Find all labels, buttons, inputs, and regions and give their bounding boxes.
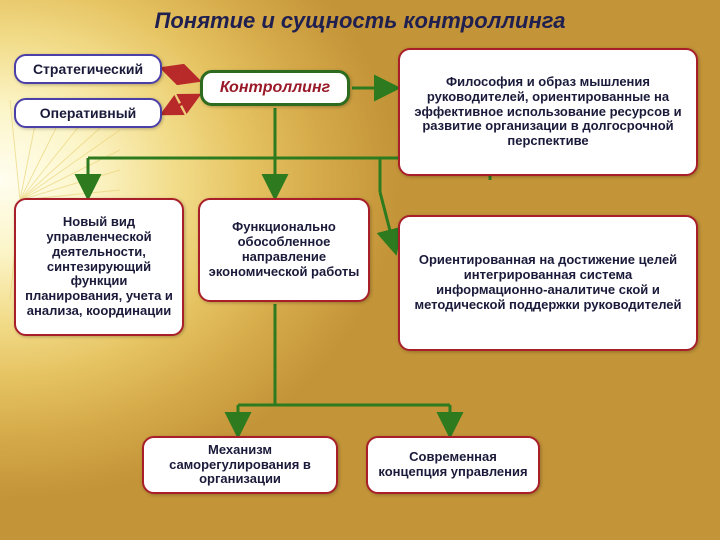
node-philosophy: Философия и образ мышления руководителей… <box>398 48 698 176</box>
diagram-title: Понятие и сущность контроллинга <box>0 8 720 34</box>
node-operative: Оперативный <box>14 98 162 128</box>
node-oriented: Ориентированная на достижение целей инте… <box>398 215 698 351</box>
node-controlling: Контроллинг <box>200 70 350 106</box>
node-newview: Новый вид управленческой деятельности, с… <box>14 198 184 336</box>
node-functional: Функционально обособленное направление э… <box>198 198 370 302</box>
node-mechanism: Механизм саморегулирования в организации <box>142 436 338 494</box>
node-strategic: Стратегический <box>14 54 162 84</box>
node-modern: Современная концепция управления <box>366 436 540 494</box>
